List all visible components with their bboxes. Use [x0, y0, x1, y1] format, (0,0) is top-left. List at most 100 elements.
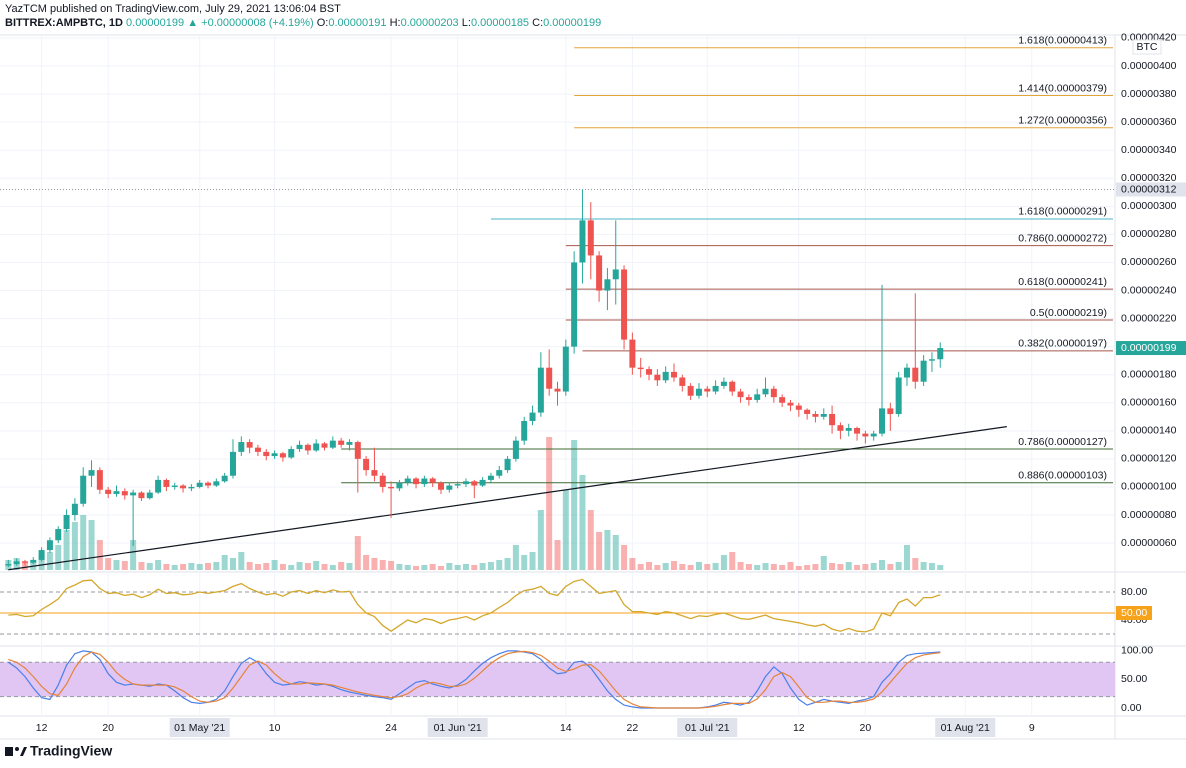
candle-body — [46, 540, 53, 551]
volume-bar — [55, 545, 62, 570]
x-tick-label: 10 — [269, 722, 281, 734]
trendline — [8, 426, 1007, 571]
candle-body — [687, 385, 694, 396]
candle-body — [96, 470, 103, 490]
volume-bar — [438, 566, 445, 570]
candle-body — [521, 420, 528, 441]
volume-bar — [695, 562, 702, 570]
volume-bar — [313, 561, 320, 570]
candle-body — [30, 559, 37, 563]
candle-body — [454, 484, 461, 486]
stoch-line — [8, 650, 941, 709]
volume-bar — [928, 563, 935, 570]
x-tick-label: 12 — [793, 722, 805, 734]
price-line-box — [1116, 182, 1186, 197]
candle-body — [388, 486, 395, 489]
candle-body — [55, 529, 62, 541]
candle-body — [562, 346, 569, 392]
fib-label: 1.618(0.00000413) — [1018, 35, 1107, 47]
volume-bar — [229, 558, 236, 570]
fib-label: 0.5(0.00000219) — [1030, 307, 1107, 319]
candle-body — [903, 367, 910, 378]
price: 0.00000199 — [126, 17, 184, 29]
volume-bar — [221, 555, 228, 570]
candle-body — [654, 374, 661, 381]
volume-bar — [704, 564, 711, 570]
fib-label: 1.618(0.00000291) — [1018, 206, 1107, 218]
candle-body — [321, 443, 328, 448]
fib-label: 0.786(0.00000127) — [1018, 436, 1107, 448]
fib-label: 0.886(0.00000103) — [1018, 470, 1107, 482]
candle-body — [870, 433, 877, 437]
volume-bar — [213, 562, 220, 570]
candle-body — [529, 412, 536, 421]
candle-body — [113, 491, 120, 494]
volume-bar — [787, 562, 794, 570]
candle-body — [779, 397, 786, 403]
candle-body — [13, 561, 20, 565]
candle-body — [629, 339, 636, 368]
candle-body — [413, 478, 420, 485]
candle-body — [446, 485, 453, 490]
candle-body — [404, 478, 411, 483]
volume-bar — [496, 560, 503, 570]
volume-bar — [854, 565, 861, 570]
candle-body — [279, 453, 286, 458]
candle-body — [737, 391, 744, 398]
volume-bar — [246, 562, 253, 570]
y-tick-label: 0.00000360 — [1121, 116, 1177, 128]
volume-bar — [180, 564, 187, 570]
candle-body — [180, 485, 187, 489]
ohlc-value: 0.00000203 — [401, 17, 459, 29]
fib-label: 0.382(0.00000197) — [1018, 338, 1107, 350]
volume-bar — [105, 558, 112, 570]
y-tick-label: 0.00000380 — [1121, 88, 1177, 100]
volume-bar — [837, 564, 844, 570]
volume-bar — [812, 564, 819, 570]
last-price-label: 0.00000199 — [1121, 342, 1177, 354]
candle-body — [712, 385, 719, 392]
candle-body — [512, 440, 519, 459]
candle-body — [729, 381, 736, 392]
volume-bar — [604, 530, 611, 570]
volume-bar — [479, 563, 486, 570]
volume-bar — [163, 564, 170, 570]
x-tick-label: 12 — [36, 722, 48, 734]
x-label-box — [427, 718, 488, 737]
volume-bar — [670, 561, 677, 570]
x-tick-label: 20 — [860, 722, 872, 734]
candle-body — [71, 503, 78, 516]
candle-body — [38, 550, 45, 560]
candle-body — [804, 409, 811, 414]
volume-bar — [254, 564, 261, 570]
last-price-box — [1116, 341, 1186, 356]
candle-body — [679, 377, 686, 386]
y-tick-label: 80.00 — [1121, 586, 1147, 598]
volume-bar — [421, 565, 428, 570]
volume-bar — [720, 555, 727, 570]
candle-body — [704, 388, 711, 392]
x-tick-label: 01 Aug '21 — [941, 722, 990, 734]
candle-body — [146, 492, 153, 499]
volume-bar — [820, 556, 827, 570]
volume-bar — [762, 563, 769, 570]
y-tick-label: 0.00000080 — [1121, 509, 1177, 521]
volume-bar — [729, 552, 736, 570]
candle-body — [205, 482, 212, 486]
volume-bar — [238, 552, 245, 570]
fib-label: 0.786(0.00000272) — [1018, 232, 1107, 244]
volume-bar — [537, 510, 544, 570]
brand-logo — [5, 747, 27, 756]
volume-bar — [130, 540, 137, 570]
candle-body — [130, 492, 137, 496]
candle-body — [812, 413, 819, 417]
candle-body — [487, 475, 494, 480]
volume-bar — [629, 558, 636, 570]
x-tick-label: 01 Jul '21 — [685, 722, 730, 734]
y-tick-label: 0.00000400 — [1121, 60, 1177, 72]
fib-label: 0.618(0.00000241) — [1018, 276, 1107, 288]
y-tick-label: 50.00 — [1121, 673, 1147, 685]
volume-bar — [113, 560, 120, 570]
publisher-line: YazTCM published on TradingView.com, Jul… — [5, 3, 341, 15]
y-tick-label: 0.00000260 — [1121, 256, 1177, 268]
